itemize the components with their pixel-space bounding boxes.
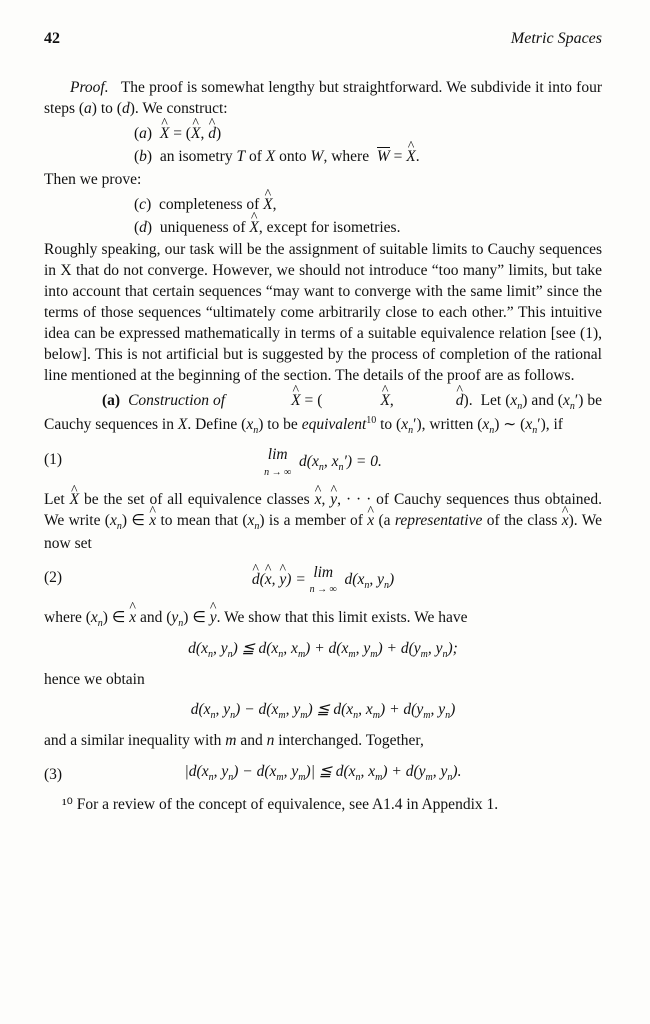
part-a-lead: (a) Construction of X = (X, d). Let (xn)… xyxy=(44,391,602,437)
let-xhat: Let X be the set of all equivalence clas… xyxy=(44,490,602,554)
diff-ineq: d(xn, yn) − d(xm, ym) ≦ d(xn, xm) + d(ym… xyxy=(44,699,602,723)
body-text: Proof. The proof is somewhat lengthy but… xyxy=(44,78,602,816)
triangle-ineq: d(xn, yn) ≦ d(xn, xm) + d(xm, ym) + d(ym… xyxy=(44,638,602,662)
equation-2: (2) d(x, y) = limn → ∞ d(xn, yn) xyxy=(44,565,602,596)
similar-line: and a similar inequality with m and n in… xyxy=(44,731,602,752)
page: 42 Metric Spaces Proof. The proof is som… xyxy=(0,0,650,1024)
then-we-prove: Then we prove: xyxy=(44,170,602,191)
equation-3: (3) |d(xn, yn) − d(xm, ym)| ≦ d(xn, xm) … xyxy=(44,762,602,783)
step-b: (b) an isometry T of X onto W, where W =… xyxy=(44,147,602,168)
step-c: (c) completeness of X, xyxy=(44,195,602,216)
proof-intro: Proof. The proof is somewhat lengthy but… xyxy=(44,78,602,120)
rough-paragraph: Roughly speaking, our task will be the a… xyxy=(44,240,602,386)
step-d: (d) uniqueness of X, except for isometri… xyxy=(44,218,602,239)
where-line: where (xn) ∈ x and (yn) ∈ y. We show tha… xyxy=(44,608,602,631)
equation-1: (1) limn → ∞ d(xn, xn′) = 0. xyxy=(44,447,602,478)
chapter-title: Metric Spaces xyxy=(511,30,602,48)
page-header: 42 Metric Spaces xyxy=(44,30,602,48)
hence: hence we obtain xyxy=(44,670,602,691)
footnote-10: ¹⁰ For a review of the concept of equiva… xyxy=(44,795,602,816)
step-a: (a) X = (X, d) xyxy=(44,124,602,145)
page-number: 42 xyxy=(44,30,60,48)
